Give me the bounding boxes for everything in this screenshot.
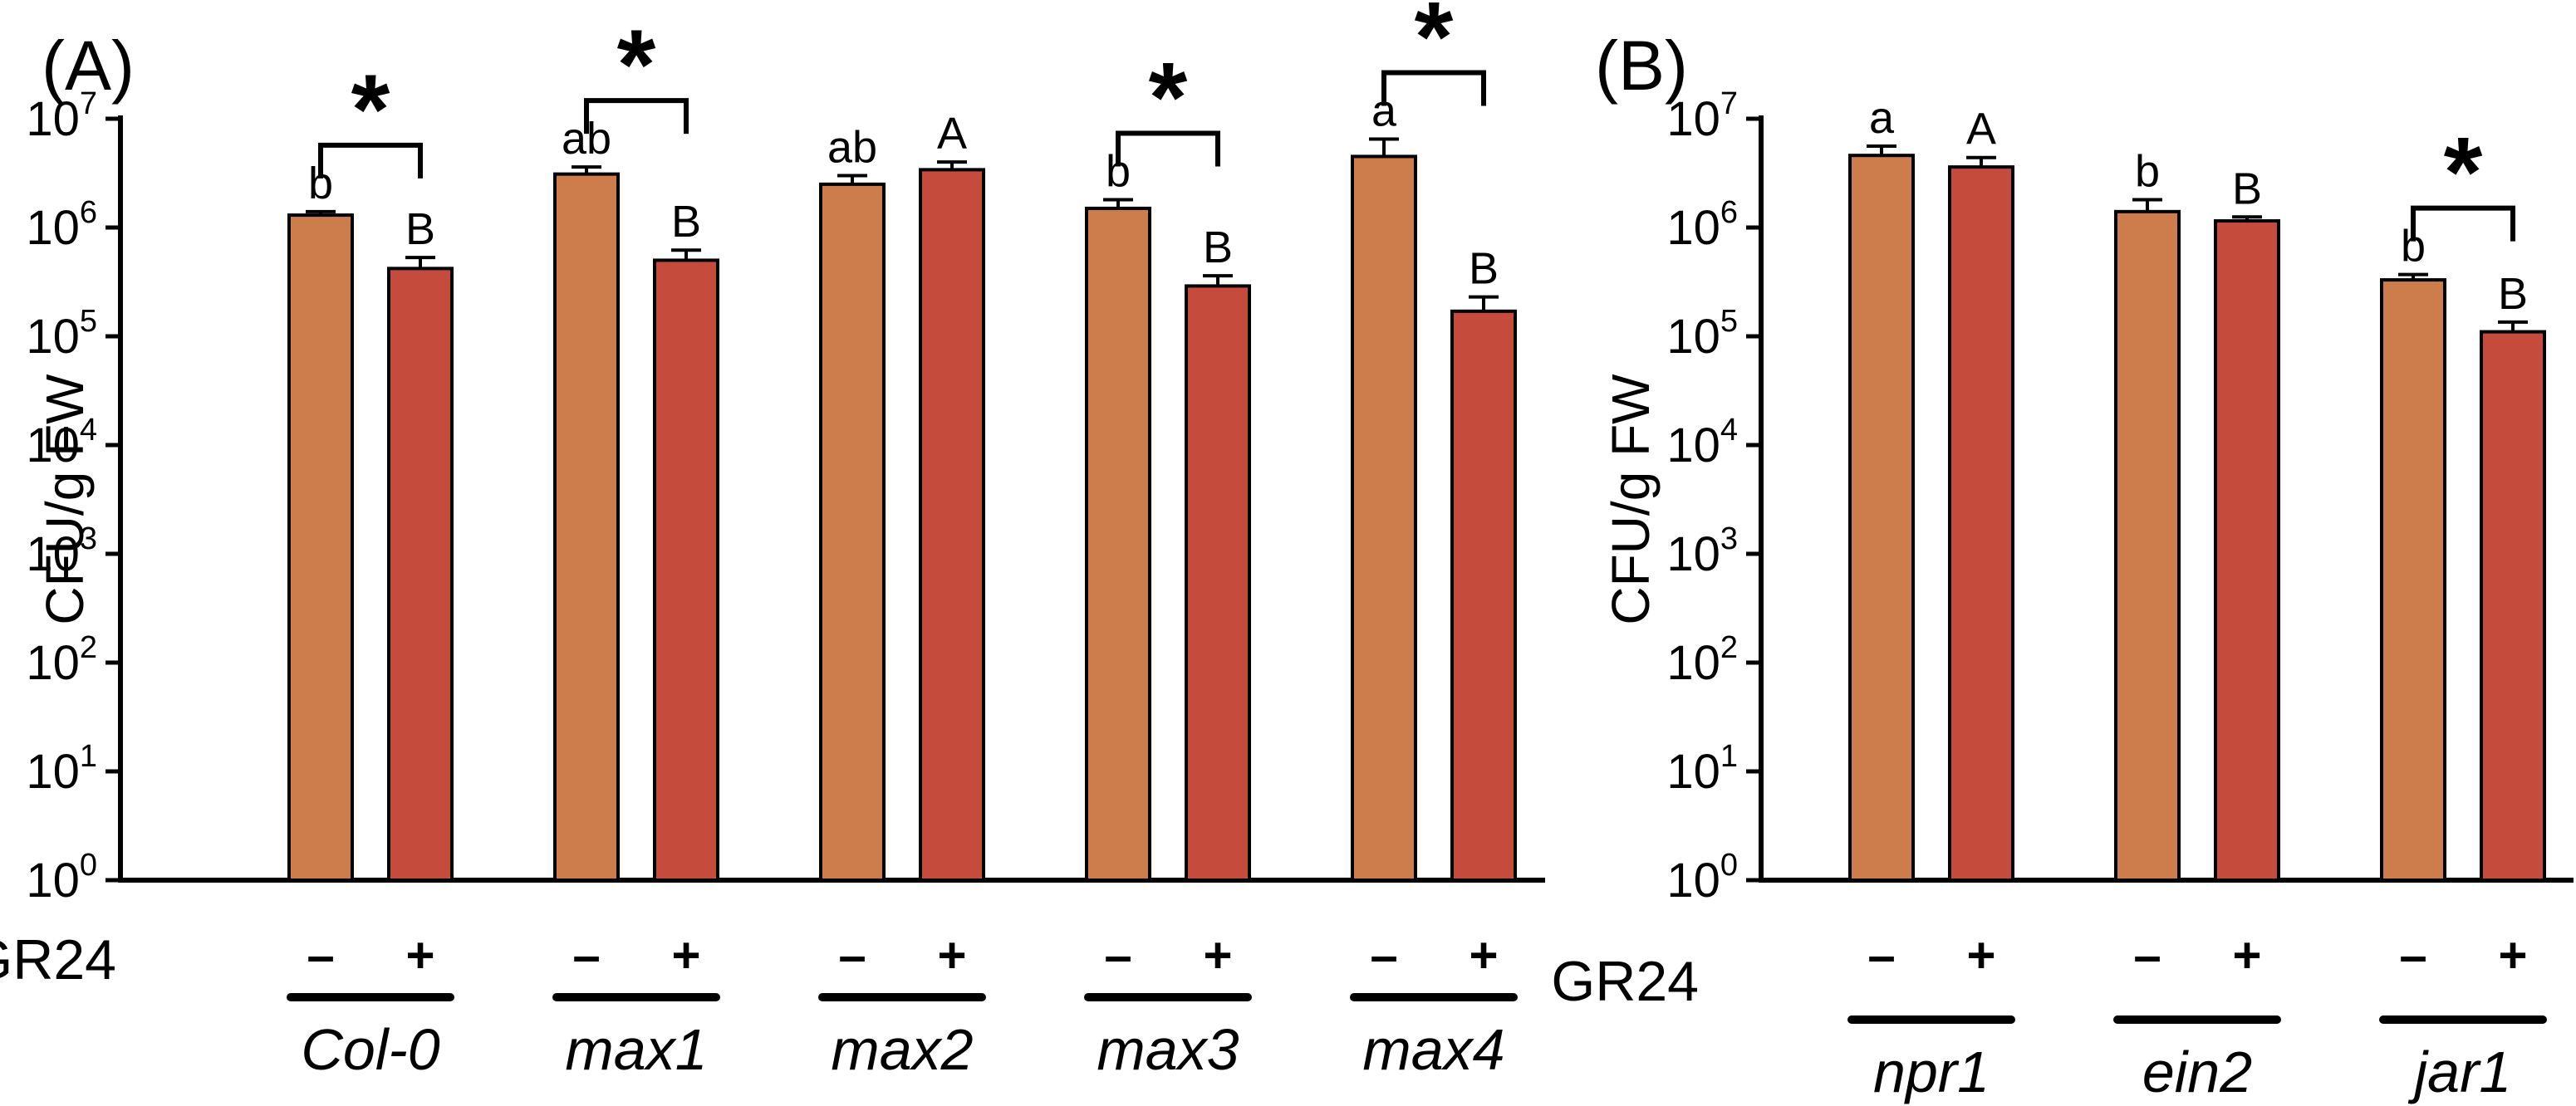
treatment-minus: – — [2133, 927, 2161, 983]
treatment-plus: + — [671, 927, 700, 983]
y-tick-label: 101 — [1666, 739, 1738, 799]
bar — [1948, 165, 2014, 882]
significance-letter: B — [1469, 244, 1499, 294]
bar — [553, 172, 620, 883]
significance-letter: A — [1966, 105, 1996, 154]
treatment-minus: – — [1867, 927, 1895, 983]
bar — [1450, 309, 1517, 882]
treatment-plus: + — [1469, 927, 1498, 983]
bar — [2480, 330, 2546, 882]
bar — [819, 182, 886, 882]
y-tick-label: 100 — [26, 848, 97, 908]
significance-letter: b — [2135, 147, 2160, 197]
significance-letter: ab — [827, 122, 877, 172]
significance-bracket — [2411, 205, 2515, 242]
y-tick-label: 102 — [26, 630, 97, 690]
y-tick-label: 105 — [26, 304, 97, 364]
bar — [1085, 206, 1151, 882]
y-tick-label: 106 — [26, 195, 97, 255]
y-tick-label: 105 — [1666, 304, 1738, 364]
significance-letter: B — [1203, 223, 1233, 272]
significance-bracket — [584, 98, 689, 135]
y-tick-label: 106 — [1666, 195, 1738, 255]
treatment-plus: + — [937, 927, 966, 983]
y-tick-label: 103 — [26, 521, 97, 581]
significance-bracket — [318, 142, 423, 179]
bar — [1185, 284, 1251, 883]
treatment-minus: – — [307, 927, 334, 983]
y-axis-label: CFU/g FW — [35, 374, 95, 625]
bar — [2114, 209, 2181, 882]
significance-asterisk: * — [1149, 42, 1188, 154]
panel-label: (A) — [42, 27, 135, 105]
significance-letter: B — [2498, 269, 2528, 319]
bar — [387, 267, 454, 882]
genotype-label: max1 — [565, 1017, 707, 1082]
genotype-label: jar1 — [2408, 1040, 2512, 1104]
significance-bracket — [1381, 70, 1486, 106]
treatment-minus: – — [1370, 927, 1397, 983]
genotype-label: max3 — [1097, 1017, 1239, 1082]
significance-bracket — [1116, 130, 1220, 167]
significance-letter: B — [671, 197, 701, 247]
significance-letter: B — [2232, 164, 2262, 213]
significance-letter: B — [405, 204, 435, 254]
treatment-plus: + — [2498, 927, 2527, 983]
y-tick-label: 103 — [1666, 521, 1738, 581]
y-axis-label: CFU/g FW — [1601, 374, 1661, 625]
significance-asterisk: * — [1415, 0, 1454, 93]
treatment-plus: + — [1966, 927, 1995, 983]
treatment-minus: – — [838, 927, 866, 983]
treatment-minus: – — [1104, 927, 1131, 983]
genotype-label: max2 — [831, 1017, 973, 1082]
y-tick-label: 101 — [26, 739, 97, 799]
bar — [1351, 154, 1417, 883]
y-tick-label: 102 — [1666, 630, 1738, 690]
treatment-label: GR24 — [1551, 950, 1699, 1013]
significance-asterisk: * — [617, 9, 656, 120]
treatment-minus: – — [572, 927, 600, 983]
bar — [2380, 278, 2446, 883]
y-tick-label: 100 — [1666, 848, 1738, 908]
genotype-label: max4 — [1362, 1017, 1504, 1082]
panel-label: (B) — [1595, 27, 1688, 105]
genotype-label: npr1 — [1873, 1040, 1990, 1104]
treatment-label: GR24 — [0, 928, 116, 991]
y-tick-label: 104 — [26, 413, 97, 472]
bar — [653, 258, 719, 882]
significance-asterisk: * — [2444, 117, 2483, 228]
treatment-plus: + — [405, 927, 434, 983]
genotype-label: Col-0 — [301, 1017, 439, 1082]
bar — [2214, 219, 2280, 882]
treatment-plus: + — [2232, 927, 2261, 983]
y-tick-label: 104 — [1666, 413, 1738, 472]
bar — [919, 168, 985, 882]
genotype-label: ein2 — [2142, 1040, 2252, 1104]
significance-letter: a — [1869, 93, 1895, 143]
bar — [287, 213, 354, 882]
chart-panel-b: (B) CFU/g FW 100 101 102 103 104 105 106 107 a A – + n… — [1551, 27, 2574, 1104]
significance-letter: A — [937, 109, 967, 159]
treatment-minus: – — [2399, 927, 2426, 983]
significance-asterisk: * — [351, 54, 390, 165]
treatment-plus: + — [1203, 927, 1232, 983]
y-tick-label: 107 — [1666, 86, 1738, 146]
bar — [1848, 154, 1915, 883]
y-tick-label: 107 — [26, 86, 97, 146]
